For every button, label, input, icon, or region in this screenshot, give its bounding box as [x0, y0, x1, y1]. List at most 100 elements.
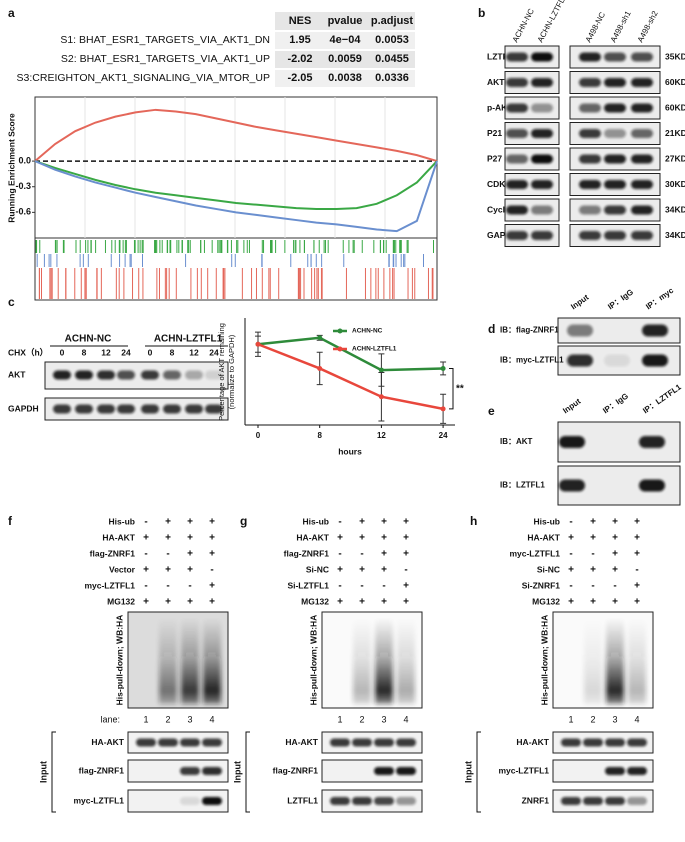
time-label: 8 [170, 347, 175, 357]
condition-sign: + [590, 517, 596, 528]
condition-sign: + [337, 597, 343, 608]
blot-band [531, 129, 553, 138]
condition-label: CHX（h） [8, 347, 48, 357]
blot-band [583, 738, 603, 747]
lane-number: 2 [359, 714, 364, 724]
condition-sign: - [360, 549, 363, 560]
blot-band [53, 370, 71, 380]
condition-sign: + [209, 581, 215, 592]
panel-letter: a [8, 6, 15, 20]
lane-prefix: lane: [100, 714, 120, 724]
series-line [257, 336, 444, 372]
blot-band [396, 767, 416, 775]
y-axis-label: His-pull-down; WB:HA [539, 615, 549, 706]
y-axis-label: Percentage of AKT remaining [217, 323, 226, 421]
blot-band [163, 370, 181, 380]
y-axis-label: His-pull-down; WB:HA [308, 615, 318, 706]
y-tick-label: -0.6 [15, 207, 31, 217]
lane-label: A498-sh1 [609, 9, 633, 44]
blot-band [117, 370, 135, 380]
condition-label: His-ub [109, 516, 135, 526]
blot-band [531, 154, 553, 164]
blot-band [506, 103, 528, 113]
condition-label: His-ub [303, 516, 329, 526]
condition-sign: + [381, 533, 387, 544]
blot-band [136, 738, 156, 747]
condition-sign: + [187, 517, 193, 528]
blot-band [374, 797, 394, 805]
blot-band [579, 103, 601, 113]
table-cell: 1.95 [289, 34, 310, 46]
gsea-plot-frame [34, 96, 438, 239]
blot-band [583, 797, 603, 805]
lane-label: A498-NC [584, 10, 607, 43]
row-label: IB：myc-LZTFL1 [500, 356, 564, 365]
condition-sign: - [188, 581, 191, 592]
condition-sign: + [590, 533, 596, 544]
size-label: 35KDa [665, 51, 685, 61]
x-tick-label: 12 [377, 431, 386, 440]
row-label: LZTFL1 [287, 795, 318, 805]
condition-sign: + [634, 549, 640, 560]
row-label: flag-ZNRF1 [79, 765, 125, 775]
data-point [255, 341, 261, 347]
lane-label: A498-sh2 [636, 9, 660, 44]
blot-band [374, 767, 394, 775]
blot-band [506, 129, 528, 138]
time-label: 0 [60, 347, 65, 357]
blot-band [604, 231, 626, 240]
blot-band [627, 738, 647, 747]
condition-sign: - [569, 549, 572, 560]
blot-band [631, 129, 653, 138]
lane-number: 3 [612, 714, 617, 724]
data-point [378, 367, 384, 373]
blot-band [141, 404, 159, 414]
time-label: 0 [148, 347, 153, 357]
group-label: ACHN-LZTFL1 [154, 334, 223, 345]
y-axis-label: His-pull-down; WB:HA [114, 615, 124, 706]
blot-band [604, 103, 626, 113]
condition-label: flag-ZNRF1 [90, 548, 136, 558]
lane-number: 4 [403, 714, 408, 724]
data-point [440, 365, 446, 371]
lane-label: Input [561, 397, 582, 416]
blot-band [579, 129, 601, 138]
condition-sign: + [187, 597, 193, 608]
blot-band [559, 436, 585, 448]
condition-sign: - [210, 565, 213, 576]
condition-sign: + [165, 565, 171, 576]
ubiquitin-smear [181, 618, 199, 704]
y-tick-label: -0.3 [15, 181, 31, 191]
condition-sign: + [143, 597, 149, 608]
blot-strip [127, 759, 229, 783]
row-label: AKT [8, 369, 26, 379]
lane-label: IP：IgG [601, 391, 630, 415]
blot-band [631, 78, 653, 87]
blot-band [639, 436, 665, 448]
series-label: S3:CREIGHTON_AKT1_SIGNALING_VIA_MTOR_UP [17, 72, 270, 84]
condition-label: Si-ZNRF1 [522, 580, 561, 590]
table-row-bg [275, 51, 415, 68]
table-cell: 0.0053 [375, 34, 409, 46]
row-label: IB：LZTFL1 [500, 481, 545, 490]
significance-bracket [449, 367, 454, 410]
table-cell: -2.02 [287, 53, 312, 65]
row-label: HA-AKT [516, 737, 549, 747]
blot-band [205, 370, 223, 380]
row-label: GAPDH [487, 230, 518, 240]
row-label: P21 [487, 128, 502, 138]
condition-label: HA-AKT [296, 532, 329, 542]
series-line [34, 160, 438, 210]
row-label: flag-ZNRF1 [273, 765, 319, 775]
y-axis-label: Running Enrichment Score [6, 113, 16, 223]
blot-band [202, 738, 222, 747]
table-cell: 0.0038 [328, 72, 362, 84]
blot-band [352, 738, 372, 747]
condition-label: His-ub [534, 516, 560, 526]
data-point [440, 406, 446, 412]
row-label: p-AKT [487, 102, 513, 112]
row-label: IB：AKT [500, 437, 533, 446]
blot-band [639, 479, 665, 492]
condition-sign: + [568, 565, 574, 576]
